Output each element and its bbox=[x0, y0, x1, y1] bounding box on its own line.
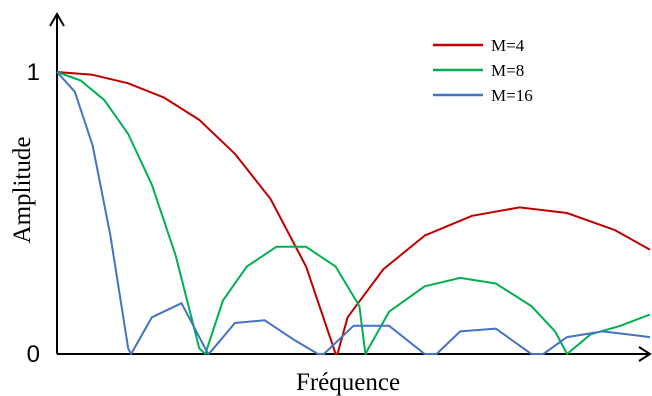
series-line-m-8 bbox=[56, 71, 651, 355]
y-tick-label-0: 0 bbox=[27, 341, 40, 368]
legend-label-m-8: M=8 bbox=[491, 61, 524, 80]
legend-label-m-16: M=16 bbox=[491, 86, 533, 105]
y-axis-title: Amplitude bbox=[9, 137, 36, 244]
axes bbox=[49, 12, 652, 362]
y-tick-labels: 01 bbox=[27, 59, 40, 368]
x-axis-title: Fréquence bbox=[296, 369, 400, 396]
legend: M=4 M=8 M=16 bbox=[433, 36, 533, 105]
y-axis-arrow bbox=[49, 12, 65, 27]
legend-label-m-4: M=4 bbox=[491, 36, 525, 55]
series-line-m-4 bbox=[56, 71, 651, 355]
series-line-m-16 bbox=[56, 71, 651, 355]
y-tick-label-1: 1 bbox=[27, 59, 40, 86]
x-axis-arrow bbox=[638, 346, 652, 362]
series-lines bbox=[56, 71, 651, 355]
